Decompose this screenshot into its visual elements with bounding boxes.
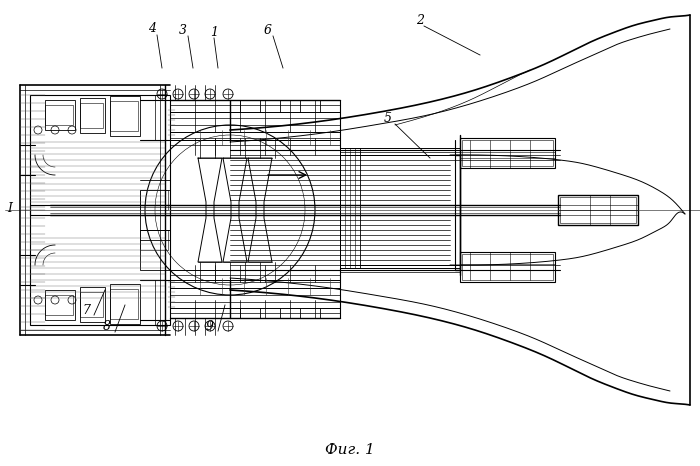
Bar <box>110 289 138 319</box>
Bar <box>110 284 140 324</box>
Bar <box>460 252 555 282</box>
Bar <box>170 140 340 210</box>
Bar <box>140 190 168 210</box>
Text: 9: 9 <box>206 320 214 333</box>
Bar <box>80 292 103 317</box>
Bar <box>30 95 170 215</box>
Bar <box>45 295 73 315</box>
Text: 5: 5 <box>384 111 392 124</box>
Text: 2: 2 <box>416 14 424 27</box>
Bar <box>110 101 138 131</box>
Text: 4: 4 <box>148 22 156 35</box>
Text: 1: 1 <box>210 26 218 39</box>
Bar <box>170 210 340 280</box>
Text: I: I <box>8 201 13 214</box>
Bar <box>462 140 553 166</box>
Bar <box>140 230 170 270</box>
Bar <box>558 195 638 225</box>
Bar <box>80 287 105 322</box>
Bar <box>45 290 75 320</box>
Bar <box>30 205 170 325</box>
Bar <box>110 96 140 136</box>
Bar <box>560 197 636 223</box>
Text: 6: 6 <box>264 23 272 36</box>
Bar <box>462 254 553 280</box>
Bar <box>460 138 555 168</box>
Text: 3: 3 <box>179 23 187 36</box>
Bar <box>340 148 360 268</box>
Text: 7: 7 <box>82 303 90 316</box>
Bar <box>80 103 103 128</box>
Bar <box>45 105 73 125</box>
Text: 8: 8 <box>103 321 111 334</box>
Bar <box>140 190 170 230</box>
Text: Фиг. 1: Фиг. 1 <box>325 443 375 457</box>
Bar <box>80 98 105 133</box>
Bar <box>140 230 168 250</box>
Bar <box>45 100 75 130</box>
